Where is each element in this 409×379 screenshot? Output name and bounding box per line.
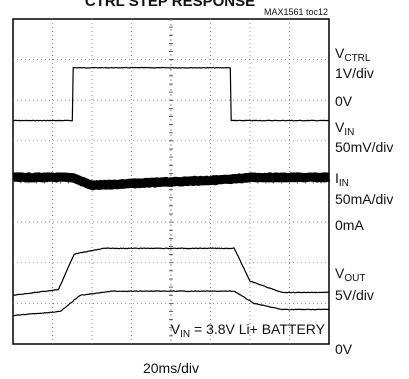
svg-text:VOUT: VOUT <box>335 265 365 284</box>
condition-subscript: IN <box>180 329 190 340</box>
condition-symbol: V <box>171 321 181 337</box>
iin-symbol: I <box>335 170 339 186</box>
vin-symbol: V <box>335 119 345 135</box>
vctrl-scale: 1V/div <box>335 65 374 81</box>
trace-iin <box>12 247 330 296</box>
channel-label-vout: VOUT 5V/div 0V <box>335 265 374 357</box>
channel-label-iin: IIN 50mA/div 0mA <box>335 170 393 233</box>
channel-label-vctrl: VCTRL 1V/div 0V <box>335 45 374 109</box>
trace-vctrl <box>13 66 330 122</box>
x-axis-label: 20ms/div <box>143 360 199 376</box>
channel-label-vin: VIN 50mV/div <box>335 119 393 155</box>
svg-text:VCTRL: VCTRL <box>335 45 371 64</box>
svg-text:IIN: IIN <box>335 170 349 189</box>
vctrl-symbol: V <box>335 45 345 61</box>
iin-scale: 50mA/div <box>335 191 393 207</box>
vctrl-subscript: CTRL <box>344 53 371 64</box>
condition-annotation: VIN = 3.8V Li+ BATTERY <box>171 321 326 340</box>
svg-text:VIN: VIN <box>335 119 354 138</box>
vout-symbol: V <box>335 265 345 281</box>
vin-subscript: IN <box>344 127 354 138</box>
trace-vin <box>9 172 333 191</box>
iin-ground: 0mA <box>335 217 364 233</box>
vctrl-ground: 0V <box>335 93 353 109</box>
vout-scale: 5V/div <box>335 287 374 303</box>
vin-scale: 50mV/div <box>335 139 393 155</box>
vout-subscript: OUT <box>344 273 365 284</box>
vout-ground: 0V <box>335 341 353 357</box>
trace-vout <box>12 290 330 317</box>
figure-id: MAX1561 toc12 <box>264 7 328 17</box>
traces <box>9 66 333 317</box>
iin-subscript: IN <box>339 178 349 189</box>
chart-title: CTRL STEP RESPONSE <box>85 0 255 10</box>
condition-text: = 3.8V Li+ BATTERY <box>190 321 326 337</box>
